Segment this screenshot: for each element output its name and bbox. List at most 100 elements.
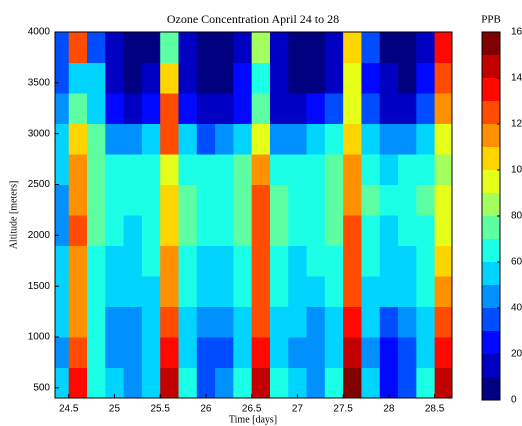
heat-cell (178, 215, 198, 246)
heat-cell (398, 93, 417, 124)
heat-cell (68, 367, 88, 398)
heat-cell (123, 184, 143, 216)
heat-cell (141, 276, 161, 307)
heat-cell (178, 245, 198, 277)
heat-cell (379, 123, 399, 155)
y-tick-label: 4000 (28, 27, 51, 38)
colorbar-band (482, 239, 500, 262)
heat-cell (398, 276, 417, 307)
heat-cell (196, 62, 216, 94)
colorbar-band (482, 101, 500, 124)
heat-cell (361, 337, 381, 368)
heat-cell (306, 184, 326, 216)
heat-cell (160, 367, 179, 398)
heat-cell (196, 306, 216, 338)
heat-cell (233, 367, 253, 398)
heat-cell (269, 184, 289, 216)
heat-cell (288, 62, 308, 94)
heat-cell (55, 62, 70, 94)
heat-cell (306, 276, 326, 307)
heat-cell (251, 154, 271, 185)
heat-cell (416, 32, 436, 63)
heat-cell (288, 245, 308, 277)
heat-cell (233, 337, 253, 368)
heat-cell (288, 276, 308, 307)
heat-cell (434, 245, 452, 277)
heat-cell (398, 154, 417, 185)
heat-cell (416, 62, 436, 94)
heat-cell (398, 337, 417, 368)
heat-cell (379, 337, 399, 368)
heat-cell (141, 32, 161, 63)
heat-cell (379, 367, 399, 398)
heat-cell (105, 62, 125, 94)
heat-cell (123, 245, 143, 277)
heat-cell (105, 276, 125, 307)
heat-cell (141, 123, 161, 155)
heat-cell (306, 123, 326, 155)
heat-cell (288, 215, 308, 246)
heat-cell (123, 306, 143, 338)
heat-cell (398, 184, 417, 216)
heat-cell (55, 93, 70, 124)
heat-cell (269, 154, 289, 185)
heat-cell (233, 62, 253, 94)
heat-cell (160, 32, 179, 63)
heat-cell (68, 306, 88, 338)
heat-cell (416, 245, 436, 277)
heat-cell (434, 32, 452, 63)
heat-cell (160, 337, 179, 368)
heat-cell (105, 306, 125, 338)
heat-cell (68, 93, 88, 124)
y-tick-label: 3500 (28, 77, 51, 88)
chart-title: Ozone Concentration April 24 to 28 (167, 12, 339, 26)
heat-cell (196, 123, 216, 155)
heat-cell (379, 62, 399, 94)
heat-cell (123, 337, 143, 368)
heat-cell (343, 32, 362, 63)
heat-cell (233, 306, 253, 338)
heat-cell (160, 306, 179, 338)
heat-cell (196, 154, 216, 185)
heat-cell (324, 32, 344, 63)
heat-cell (68, 215, 88, 246)
heat-cell (87, 367, 106, 398)
heat-cell (141, 93, 161, 124)
heat-cell (233, 123, 253, 155)
heat-cell (361, 367, 381, 398)
heat-cell (55, 32, 70, 63)
y-axis-label: Altitude [meters] (8, 181, 19, 250)
heat-cell (361, 276, 381, 307)
plot-frame (54, 31, 453, 399)
heat-cell (361, 184, 381, 216)
heat-cell (251, 367, 271, 398)
heat-cell (87, 245, 106, 277)
heat-cell (361, 93, 381, 124)
heat-cell (361, 62, 381, 94)
heat-cell (269, 62, 289, 94)
heat-cell (141, 215, 161, 246)
heat-cell (434, 93, 452, 124)
colorbar-band (482, 262, 500, 285)
heat-cell (251, 215, 271, 246)
heat-cell (87, 32, 106, 63)
heat-cell (178, 367, 198, 398)
heat-cell (398, 245, 417, 277)
heat-cell (251, 306, 271, 338)
heat-cell (306, 215, 326, 246)
heat-cell (306, 154, 326, 185)
y-tick-label: 1500 (28, 281, 51, 292)
heat-cell (196, 276, 216, 307)
heat-cell (379, 154, 399, 185)
heat-cell (306, 245, 326, 277)
heat-cell (416, 367, 436, 398)
heat-cell (123, 93, 143, 124)
x-axis-label: Time [days] (229, 414, 277, 425)
y-tick-label: 500 (33, 382, 50, 393)
colorbar-tick-label: 20 (511, 349, 522, 360)
heat-cell (160, 245, 179, 277)
heat-cell (55, 184, 70, 216)
heat-cell (416, 276, 436, 307)
